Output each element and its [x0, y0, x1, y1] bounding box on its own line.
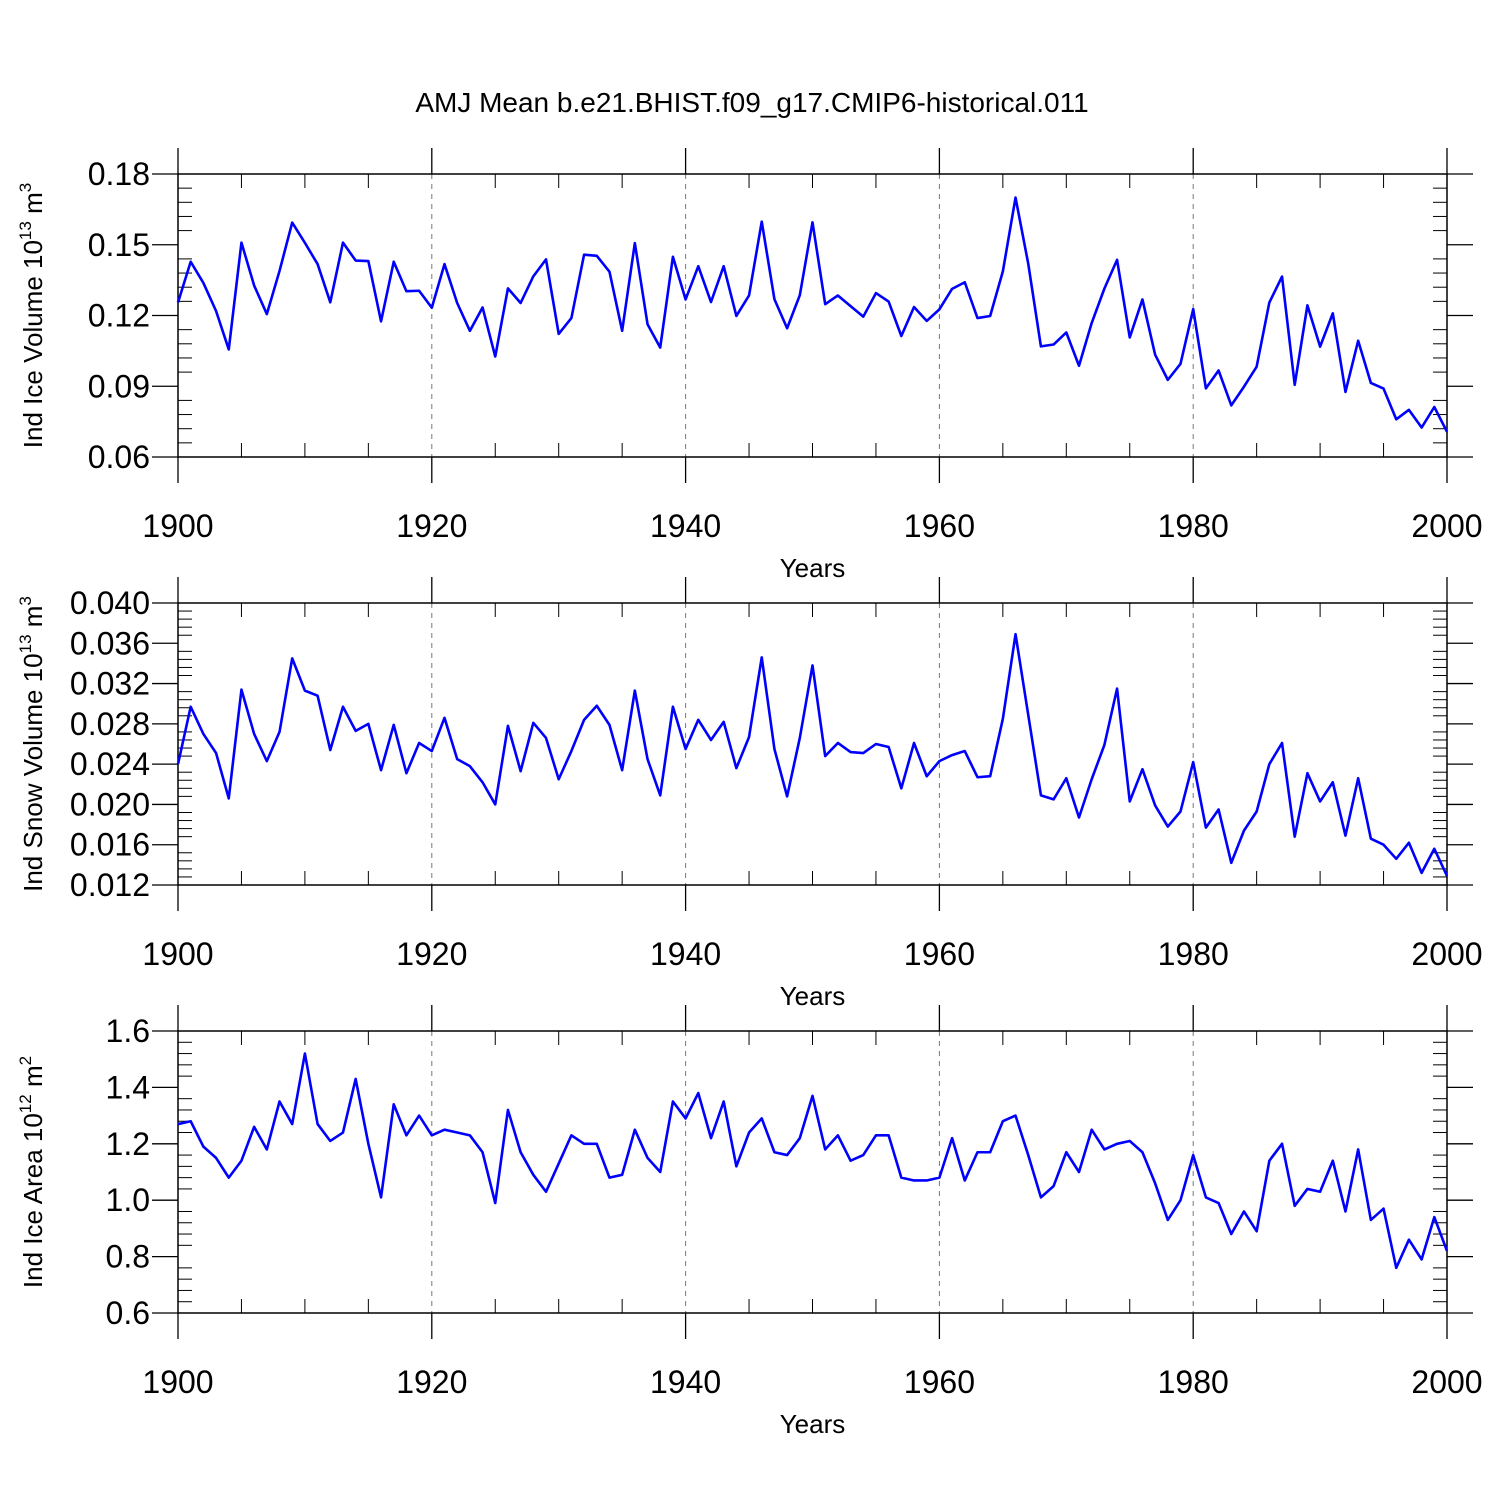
y-axis-label: Ind Ice Volume 1013 m3 [16, 183, 48, 448]
x-tick-label: 1980 [1158, 508, 1229, 544]
y-tick-label: 0.040 [70, 585, 150, 621]
x-tick-label: 1940 [650, 936, 721, 972]
x-tick-label: 1940 [650, 508, 721, 544]
series-line [177, 1052, 1449, 1270]
y-tick-label: 0.18 [88, 156, 150, 192]
x-tick-label: 1920 [396, 936, 467, 972]
panel-2: 0.012 0.016 0.020 0.024 0.028 0.032 0.036 0.040… [16, 577, 1483, 1011]
y-axis-label: Ind Ice Area 1012 m2 [16, 1056, 48, 1288]
series-line [176, 196, 1449, 433]
y-tick-label: 0.016 [70, 827, 150, 863]
y-tick-label: 0.8 [106, 1239, 150, 1275]
y-tick-label: 1.2 [106, 1126, 150, 1162]
x-tick-label: 1960 [904, 936, 975, 972]
x-tick-label: 1900 [142, 936, 213, 972]
x-tick-label: 1920 [396, 508, 467, 544]
panel-1: 0.06 0.09 0.12 0.15 0.18 1900 1920 1940 1960 1980… [16, 148, 1483, 583]
x-axis-label: Years [780, 981, 846, 1011]
x-tick-label: 1980 [1158, 1364, 1229, 1400]
y-tick-label: 0.020 [70, 786, 150, 822]
y-tick-label: 0.024 [70, 746, 150, 782]
y-tick-label: 1.0 [106, 1182, 150, 1218]
x-tick-label: 1900 [142, 1364, 213, 1400]
y-tick-label: 0.09 [88, 368, 150, 404]
y-axis-label: Ind Snow Volume 1013 m3 [16, 596, 48, 892]
x-tick-label: 1900 [142, 508, 213, 544]
x-tick-label: 1960 [904, 508, 975, 544]
y-tick-label: 1.4 [106, 1069, 150, 1105]
x-tick-label: 2000 [1411, 508, 1482, 544]
x-axis-label: Years [780, 1409, 846, 1439]
figure-title: AMJ Mean b.e21.BHIST.f09_g17.CMIP6-histo… [415, 87, 1088, 118]
x-axis-label: Years [780, 553, 846, 583]
y-tick-label: 0.15 [88, 227, 150, 263]
y-tick-label: 0.028 [70, 706, 150, 742]
y-tick-label: 0.12 [88, 298, 150, 334]
x-tick-label: 1960 [904, 1364, 975, 1400]
panels: 0.06 0.09 0.12 0.15 0.18 1900 1920 1940 1960 1980… [16, 148, 1483, 1439]
y-tick-label: 0.012 [70, 867, 150, 903]
x-tick-label: 1980 [1158, 936, 1229, 972]
x-tick-label: 2000 [1411, 936, 1482, 972]
y-tick-label: 0.06 [88, 439, 150, 475]
x-tick-label: 2000 [1411, 1364, 1482, 1400]
y-tick-label: 0.6 [106, 1295, 150, 1331]
y-tick-label: 0.036 [70, 625, 150, 661]
y-tick-label: 0.032 [70, 666, 150, 702]
x-tick-label: 1940 [650, 1364, 721, 1400]
x-tick-label: 1920 [396, 1364, 467, 1400]
y-tick-label: 1.6 [106, 1013, 150, 1049]
panel-3: 0.6 0.8 1.0 1.2 1.4 1.6 1900 1920 1940 1960 1980 20… [16, 1005, 1483, 1439]
series-line [176, 632, 1449, 877]
